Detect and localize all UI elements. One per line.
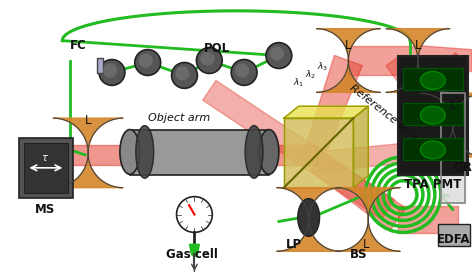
Polygon shape <box>398 206 458 233</box>
Ellipse shape <box>420 106 445 124</box>
Polygon shape <box>316 138 459 172</box>
Text: TPA PMT: TPA PMT <box>404 178 462 191</box>
Polygon shape <box>277 187 340 251</box>
Polygon shape <box>440 53 465 78</box>
Circle shape <box>235 63 249 78</box>
Text: $\tau$: $\tau$ <box>41 153 49 163</box>
Text: $\lambda_2$: $\lambda_2$ <box>305 68 316 81</box>
FancyBboxPatch shape <box>403 68 463 90</box>
Text: L: L <box>449 99 456 112</box>
Ellipse shape <box>245 126 263 178</box>
Polygon shape <box>310 153 406 231</box>
Text: Object arm: Object arm <box>148 113 210 123</box>
Text: MS: MS <box>35 203 55 216</box>
Ellipse shape <box>420 71 445 89</box>
FancyBboxPatch shape <box>398 56 468 175</box>
Circle shape <box>270 47 284 61</box>
Polygon shape <box>386 55 465 153</box>
Circle shape <box>139 54 153 68</box>
Circle shape <box>135 50 161 75</box>
FancyBboxPatch shape <box>18 138 73 198</box>
Polygon shape <box>421 93 474 157</box>
Text: FC: FC <box>70 39 87 52</box>
Polygon shape <box>284 118 354 188</box>
Text: POL: POL <box>204 42 230 55</box>
Ellipse shape <box>298 199 319 236</box>
Polygon shape <box>337 187 400 251</box>
Text: LP: LP <box>286 238 302 251</box>
Circle shape <box>103 63 117 78</box>
Polygon shape <box>317 29 380 92</box>
Ellipse shape <box>259 129 279 174</box>
Circle shape <box>201 52 215 66</box>
Text: $\lambda_1$: $\lambda_1$ <box>293 76 304 89</box>
Polygon shape <box>284 106 368 118</box>
Polygon shape <box>354 106 368 188</box>
Bar <box>97 57 103 73</box>
Polygon shape <box>348 46 418 75</box>
Text: L: L <box>415 39 421 52</box>
Polygon shape <box>203 80 395 220</box>
Text: GR: GR <box>453 161 472 174</box>
FancyBboxPatch shape <box>403 138 463 160</box>
FancyBboxPatch shape <box>403 103 463 125</box>
Text: L: L <box>345 39 352 52</box>
Text: BS: BS <box>350 248 367 261</box>
Text: Reference arm: Reference arm <box>347 83 419 142</box>
Polygon shape <box>441 93 465 203</box>
Circle shape <box>266 43 292 68</box>
Polygon shape <box>54 118 123 188</box>
Ellipse shape <box>120 129 140 174</box>
FancyBboxPatch shape <box>130 130 269 175</box>
Polygon shape <box>190 244 200 257</box>
Circle shape <box>99 59 125 85</box>
Polygon shape <box>418 46 472 75</box>
Polygon shape <box>306 56 363 152</box>
Circle shape <box>172 62 197 88</box>
Polygon shape <box>386 29 450 92</box>
FancyBboxPatch shape <box>438 224 470 246</box>
Text: $\lambda_3$: $\lambda_3$ <box>317 60 328 73</box>
FancyBboxPatch shape <box>24 143 68 193</box>
Circle shape <box>175 66 190 81</box>
Circle shape <box>231 59 257 85</box>
Ellipse shape <box>420 141 445 159</box>
Text: L: L <box>85 114 91 127</box>
Ellipse shape <box>136 126 154 178</box>
Circle shape <box>196 48 222 73</box>
Circle shape <box>176 197 212 232</box>
Polygon shape <box>60 145 317 165</box>
Text: Gas cell: Gas cell <box>165 248 218 261</box>
Text: L: L <box>363 238 370 251</box>
Text: EDFA: EDFA <box>437 233 471 246</box>
